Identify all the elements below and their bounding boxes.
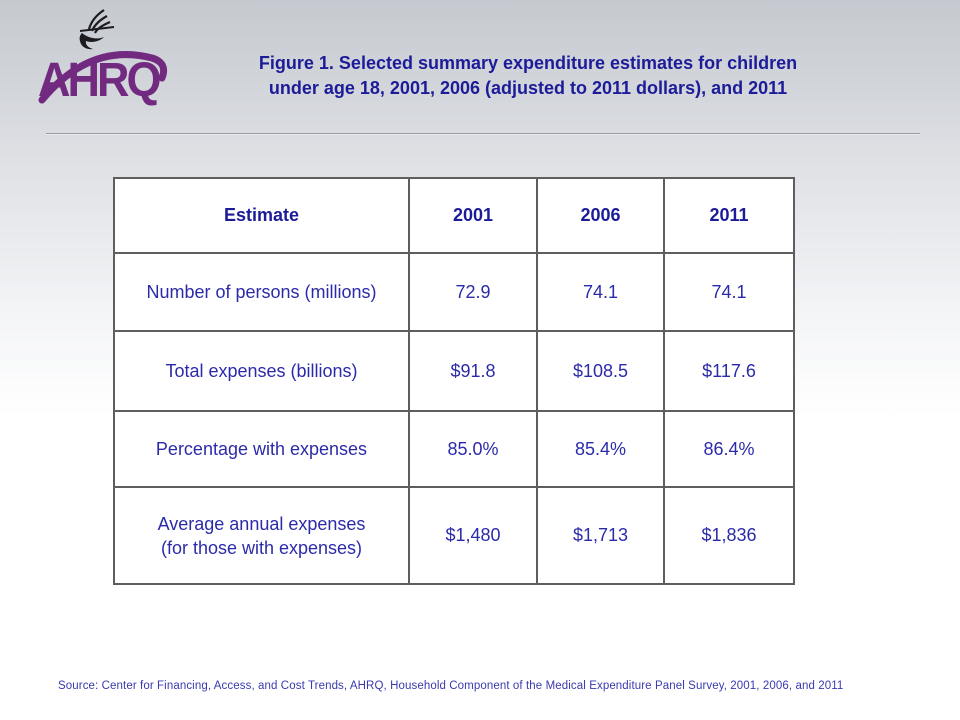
col-header-2011: 2011 xyxy=(663,177,795,254)
table-row: Total expenses (billions) $91.8 $108.5 $… xyxy=(113,330,795,412)
slide-title-line2: under age 18, 2001, 2006 (adjusted to 20… xyxy=(268,78,788,98)
ahrq-logo: AHRQ xyxy=(36,6,176,112)
row-label-line1: Average annual expenses xyxy=(157,513,366,534)
row-label-line2: (for those with expenses) xyxy=(160,537,363,558)
source-footnote: Source: Center for Financing, Access, an… xyxy=(58,680,844,692)
cell-value: $1,836 xyxy=(663,486,795,585)
table-header-row: Estimate 2001 2006 2011 xyxy=(113,177,795,254)
cell-value: 85.4% xyxy=(536,410,665,488)
table-row: Number of persons (millions) 72.9 74.1 7… xyxy=(113,252,795,332)
row-label: Number of persons (millions) xyxy=(113,252,410,332)
cell-value: $1,480 xyxy=(408,486,538,585)
cell-value: 86.4% xyxy=(663,410,795,488)
col-header-2001: 2001 xyxy=(408,177,538,254)
row-label: Total expenses (billions) xyxy=(113,330,410,412)
table-row: Percentage with expenses 85.0% 85.4% 86.… xyxy=(113,410,795,488)
slide-title: Figure 1. Selected summary expenditure e… xyxy=(150,51,906,101)
cell-value: $117.6 xyxy=(663,330,795,412)
col-header-estimate: Estimate xyxy=(113,177,410,254)
cell-value: 72.9 xyxy=(408,252,538,332)
hhs-eagle-icon xyxy=(79,9,115,50)
table-row: Average annual expenses (for those with … xyxy=(113,486,795,585)
col-header-2006: 2006 xyxy=(536,177,665,254)
cell-value: 74.1 xyxy=(663,252,795,332)
ahrq-swoosh-arc xyxy=(38,51,168,104)
cell-value: $91.8 xyxy=(408,330,538,412)
cell-value: $1,713 xyxy=(536,486,665,585)
slide-title-line1: Figure 1. Selected summary expenditure e… xyxy=(258,53,798,73)
ahrq-wordmark-text: AHRQ xyxy=(38,51,161,107)
ahrq-wordmark: AHRQ xyxy=(38,50,174,112)
divider-line xyxy=(46,133,920,135)
cell-value: 74.1 xyxy=(536,252,665,332)
cell-value: $108.5 xyxy=(536,330,665,412)
row-label: Percentage with expenses xyxy=(113,410,410,488)
estimates-table: Estimate 2001 2006 2011 Number of person… xyxy=(113,177,795,585)
cell-value: 85.0% xyxy=(408,410,538,488)
row-label: Average annual expenses (for those with … xyxy=(113,486,410,585)
